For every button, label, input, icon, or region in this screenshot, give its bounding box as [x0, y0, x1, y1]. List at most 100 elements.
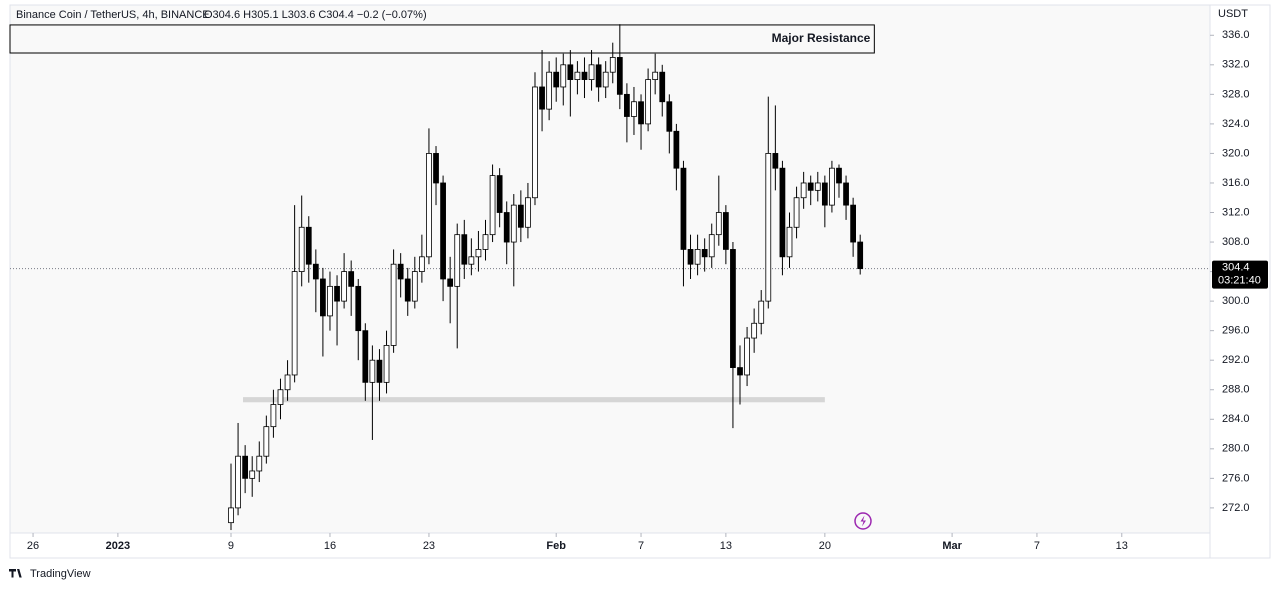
candle-body: [489, 175, 496, 236]
y-tick-label: 336.0: [1222, 29, 1250, 41]
candle: [624, 83, 630, 143]
candle-body: [553, 71, 560, 88]
candle: [829, 160, 835, 213]
candle-body: [235, 455, 241, 509]
candle: [609, 42, 616, 84]
candle: [638, 94, 644, 150]
icon-circle[interactable]: [854, 512, 872, 530]
candle-body: [751, 322, 758, 339]
candle: [341, 253, 347, 309]
candle-body: [355, 285, 362, 332]
candle-body: [291, 271, 298, 376]
candle-body: [475, 249, 482, 258]
candle-body: [666, 101, 673, 132]
candle-body: [362, 330, 369, 383]
candle: [807, 175, 814, 206]
candle: [581, 57, 588, 99]
candle: [334, 275, 340, 346]
candle: [680, 160, 687, 287]
candle-body: [525, 197, 531, 228]
ohlc-readout: O304.6 H305.1 L303.6 C304.4 −0.2 (−0.07%…: [204, 9, 427, 21]
candle-body: [581, 71, 588, 80]
x-tick-label: 20: [819, 540, 831, 552]
candle: [744, 326, 750, 387]
candle: [510, 194, 517, 287]
candle-body: [786, 226, 793, 258]
candle-body: [722, 212, 729, 250]
support-zone: [243, 397, 825, 403]
candle: [836, 164, 842, 198]
candle: [765, 96, 772, 309]
candle-body: [737, 367, 743, 376]
candle-body: [426, 153, 432, 258]
candle: [779, 160, 786, 276]
candle-body: [312, 263, 319, 280]
lightning-icon[interactable]: [854, 512, 872, 530]
candle: [758, 290, 765, 335]
candle-body: [298, 226, 305, 272]
candle: [440, 175, 446, 302]
resistance-label: Major Resistance: [772, 31, 871, 45]
candle-body: [758, 300, 765, 324]
candle-body: [327, 285, 333, 317]
candle-body: [659, 71, 666, 103]
candle: [475, 230, 482, 272]
candle-body: [687, 249, 694, 265]
y-tick-label: 288.0: [1222, 384, 1250, 396]
candle-body: [814, 182, 821, 191]
y-tick-label: 324.0: [1222, 118, 1250, 130]
candle: [256, 441, 263, 483]
candle-body: [609, 57, 616, 73]
candle-body: [496, 175, 503, 213]
y-tick-label: 272.0: [1222, 502, 1250, 514]
candle: [362, 323, 369, 401]
candle: [277, 378, 284, 420]
candle: [595, 57, 602, 102]
candle-body: [454, 234, 461, 287]
candle: [327, 271, 333, 331]
candle: [503, 201, 510, 265]
y-tick-label: 284.0: [1222, 413, 1250, 425]
candle: [751, 308, 758, 353]
candle: [411, 256, 418, 309]
candle: [461, 219, 468, 279]
candle-body: [539, 86, 545, 110]
candle: [673, 123, 680, 191]
x-tick-label: 16: [324, 540, 336, 552]
x-tick-label: Feb: [546, 540, 566, 552]
candle-body: [850, 204, 856, 243]
x-tick-label: 13: [720, 540, 732, 552]
x-tick-label: 13: [1116, 540, 1128, 552]
candle-body: [263, 426, 270, 457]
candle-body: [334, 285, 340, 302]
candle: [517, 190, 524, 243]
x-tick-label: 2023: [106, 540, 130, 552]
candle-body: [305, 226, 312, 265]
candle-body: [390, 263, 397, 346]
candle: [305, 216, 312, 283]
candle: [843, 175, 849, 220]
y-tick-label: 308.0: [1222, 236, 1250, 248]
candle-body: [228, 507, 234, 524]
candle: [737, 345, 743, 405]
candle: [814, 171, 821, 202]
candle: [390, 249, 397, 353]
candle-body: [708, 234, 715, 258]
candle-body: [744, 337, 750, 376]
candle: [426, 128, 432, 265]
candle-body: [532, 86, 538, 199]
candle-body: [715, 212, 722, 236]
candle: [701, 238, 708, 272]
candle: [249, 456, 256, 497]
candle-body: [482, 234, 489, 250]
candle-body: [821, 182, 828, 206]
candle: [355, 278, 362, 361]
candle: [850, 197, 856, 257]
icon-bolt[interactable]: [860, 515, 867, 527]
candle: [482, 219, 489, 261]
candle-body: [249, 470, 256, 479]
candle: [532, 72, 538, 206]
candle-body: [320, 278, 326, 317]
candle-body: [242, 455, 249, 479]
candle: [447, 256, 454, 324]
